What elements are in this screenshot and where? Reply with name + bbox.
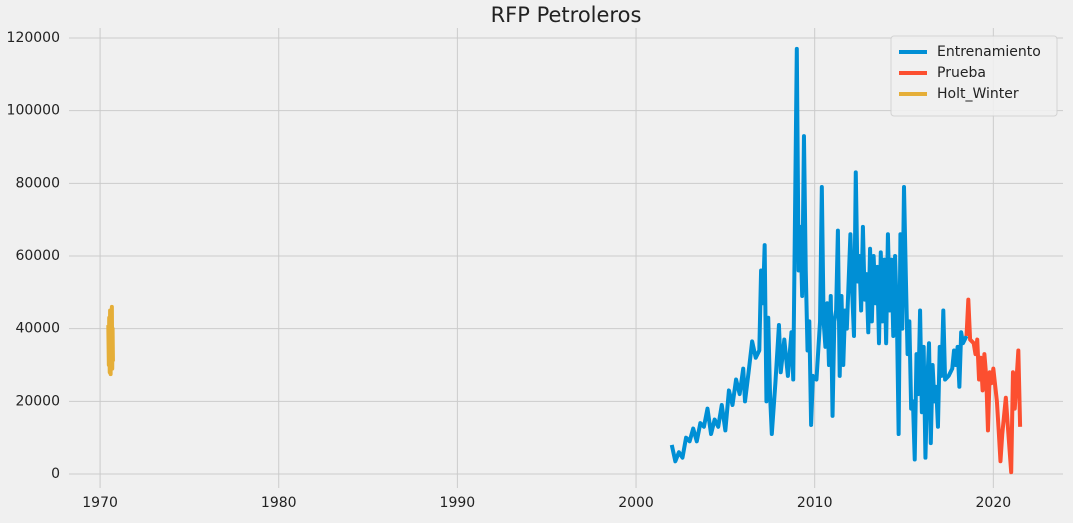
chart-title: RFP Petroleros <box>491 3 642 27</box>
series-line <box>669 46 969 464</box>
legend-label: Entrenamiento <box>937 44 1041 60</box>
legend-box <box>890 35 1058 117</box>
x-tick-label: 2010 <box>797 495 833 511</box>
y-tick-label: 20000 <box>15 393 60 409</box>
y-tick-label: 80000 <box>15 175 60 191</box>
x-tick-label: 1970 <box>82 495 118 511</box>
y-tick-label: 100000 <box>7 103 60 119</box>
y-tick-label: 40000 <box>15 321 60 337</box>
x-tick-label: 2000 <box>618 495 654 511</box>
series-line <box>106 304 115 377</box>
x-tick-label: 1990 <box>440 495 476 511</box>
x-tick-label: 1980 <box>261 495 297 511</box>
x-tick-label: 2020 <box>976 495 1012 511</box>
legend-label: Prueba <box>937 65 986 81</box>
legend-label: Holt_Winter <box>937 86 1019 102</box>
y-tick-label: 120000 <box>7 30 60 46</box>
y-tick-label: 60000 <box>15 248 60 264</box>
y-tick-label: 0 <box>51 466 60 482</box>
series-line <box>964 297 1023 475</box>
